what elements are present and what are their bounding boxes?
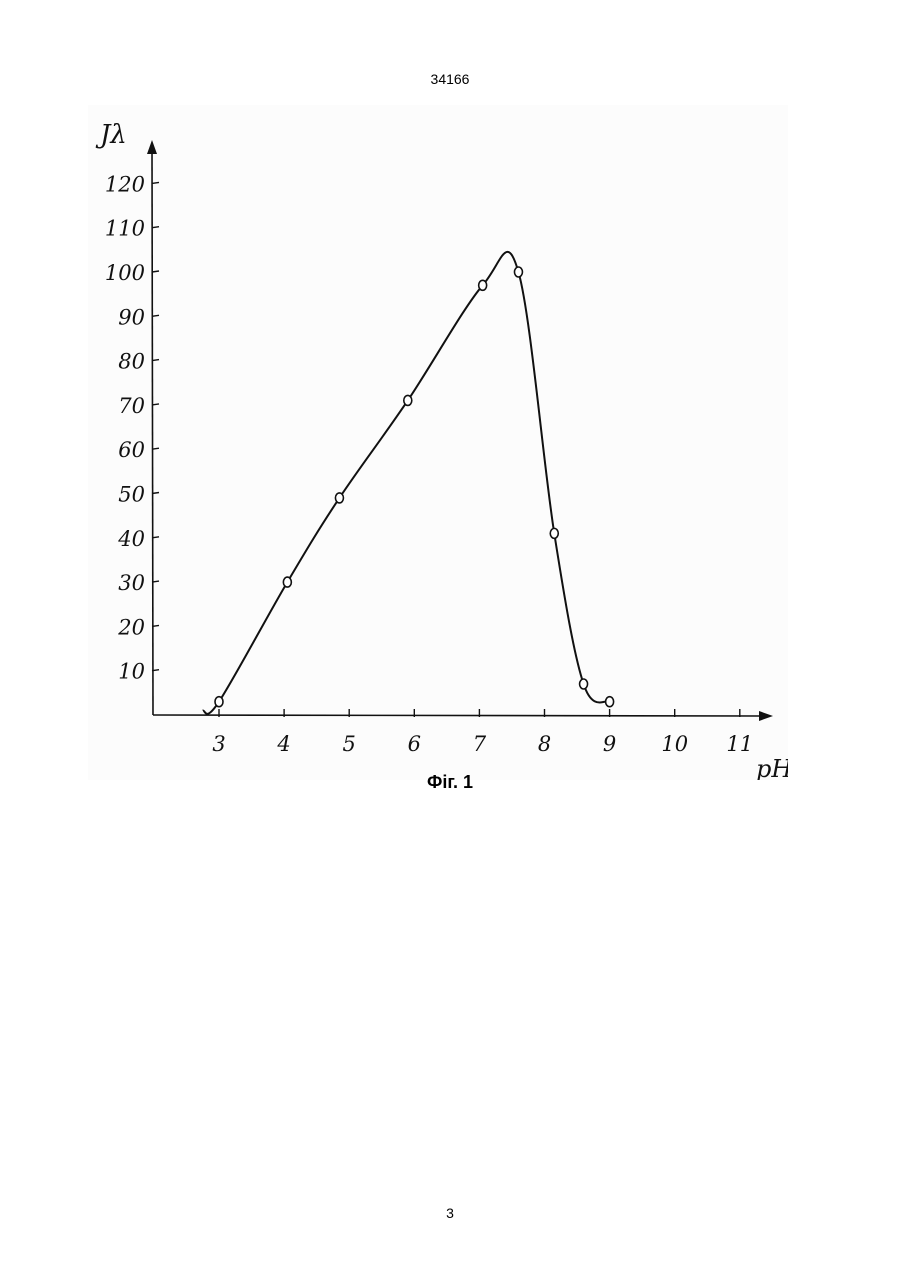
y-tick-label-70: 70 — [118, 394, 145, 418]
y-tick-110 — [152, 227, 159, 228]
y-tick-40 — [152, 537, 159, 538]
x-axis-line — [153, 715, 763, 716]
y-tick-label-60: 60 — [118, 438, 145, 462]
x-tick-label-9: 9 — [603, 732, 616, 756]
x-axis-arrow — [759, 711, 773, 721]
x-tick-label-11: 11 — [726, 732, 753, 756]
x-tick-label-4: 4 — [276, 732, 290, 756]
data-point-7 — [550, 528, 558, 538]
y-tick-label-50: 50 — [118, 483, 145, 507]
y-tick-label-40: 40 — [117, 527, 145, 551]
y-tick-label-120: 120 — [105, 172, 145, 196]
y-tick-label-100: 100 — [105, 261, 145, 285]
y-axis-arrow — [147, 140, 157, 154]
y-tick-label-90: 90 — [118, 305, 145, 329]
x-tick-label-5: 5 — [343, 732, 356, 756]
y-tick-10 — [152, 670, 159, 671]
y-tick-100 — [152, 271, 159, 272]
page-number-header: 34166 — [0, 71, 900, 87]
x-tick-label-3: 3 — [212, 732, 225, 756]
y-tick-label-20: 20 — [117, 615, 145, 639]
x-tick-label-10: 10 — [661, 732, 688, 756]
y-tick-label-80: 80 — [118, 350, 145, 374]
y-tick-60 — [152, 448, 159, 449]
data-point-1 — [215, 697, 223, 707]
y-tick-label-30: 30 — [118, 571, 145, 595]
y-tick-80 — [152, 360, 159, 361]
y-tick-70 — [152, 404, 159, 405]
figure-caption: Фіг. 1 — [0, 772, 900, 793]
y-tick-label-110: 110 — [105, 217, 145, 241]
data-point-6 — [514, 267, 522, 277]
y-tick-90 — [152, 315, 159, 316]
y-axis-label: Jλ — [95, 120, 127, 150]
data-point-3 — [335, 493, 343, 503]
y-tick-30 — [152, 581, 159, 582]
chart-svg: 10 20 30 40 50 60 70 80 90 100 110 120 3 4 5 6 7 8 9 10 11 J… — [88, 105, 788, 780]
data-point-9 — [606, 697, 614, 707]
y-tick-20 — [152, 625, 159, 626]
y-tick-120 — [152, 182, 159, 183]
x-tick-label-6: 6 — [408, 732, 421, 756]
x-tick-label-8: 8 — [538, 732, 551, 756]
x-tick-label-7: 7 — [473, 732, 487, 756]
data-point-4 — [404, 395, 412, 405]
y-tick-50 — [152, 493, 159, 494]
ticks: 10 20 30 40 50 60 70 80 90 100 110 120 3 4 5 6 7 8 9 10 11 — [105, 172, 753, 756]
axes — [147, 140, 773, 721]
y-tick-label-10: 10 — [118, 660, 145, 684]
y-axis-line — [152, 150, 153, 715]
figure: 10 20 30 40 50 60 70 80 90 100 110 120 3 4 5 6 7 8 9 10 11 J… — [88, 105, 788, 780]
series-line — [203, 252, 610, 714]
data-point-8 — [580, 679, 588, 689]
series-layer — [203, 252, 614, 714]
data-point-2 — [283, 577, 291, 587]
page-number-footer: 3 — [0, 1205, 900, 1221]
data-point-5 — [479, 280, 487, 290]
